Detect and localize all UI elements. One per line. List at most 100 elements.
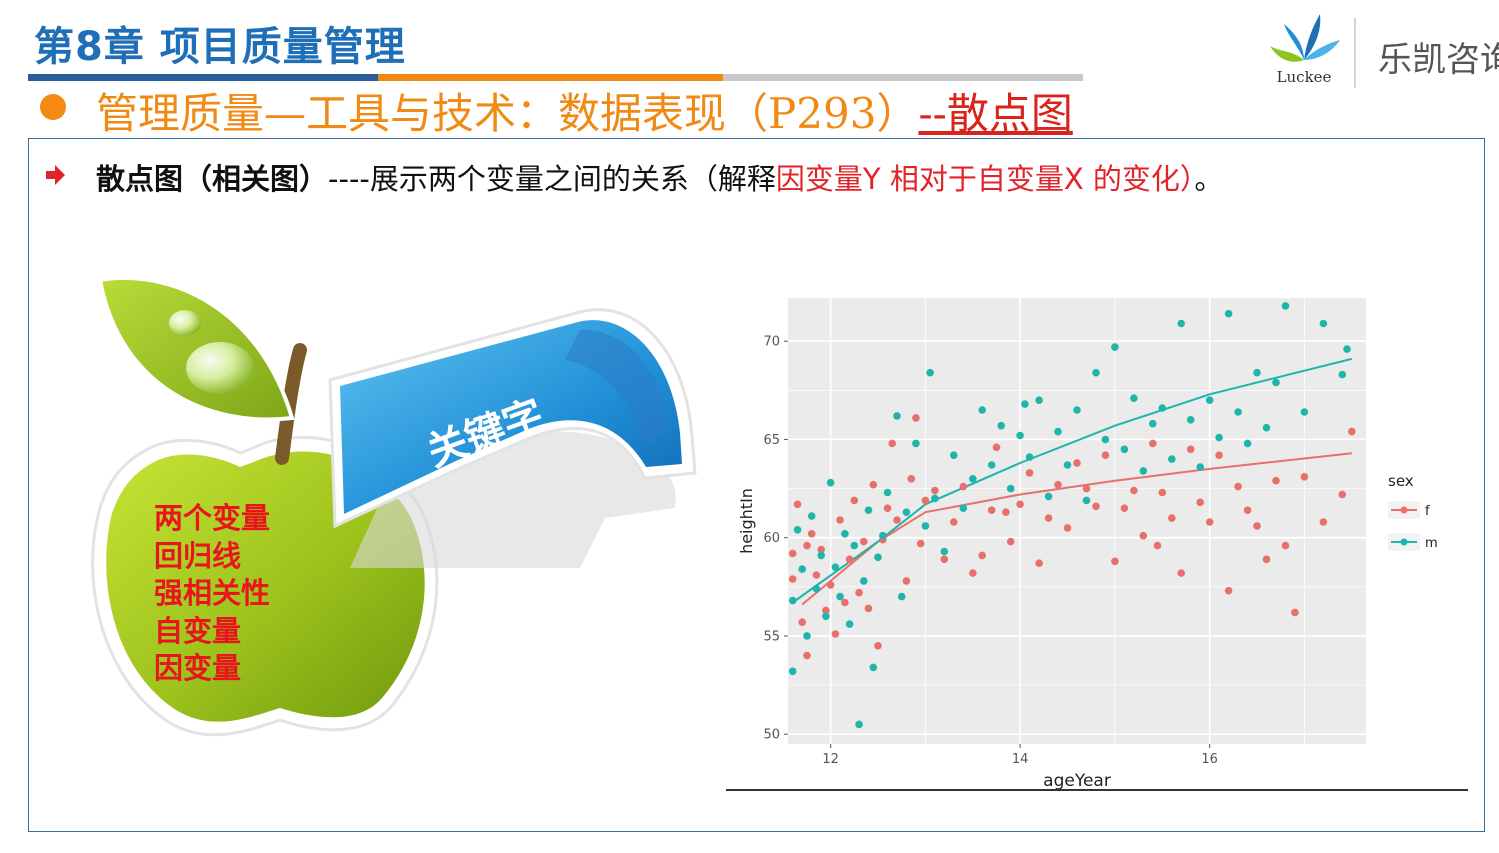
point-f bbox=[1130, 486, 1138, 495]
point-m bbox=[1021, 400, 1029, 408]
description-highlight: 因变量Y 相对于自变量X 的变化） bbox=[775, 162, 1195, 196]
y-tick-label: 50 bbox=[763, 728, 780, 743]
point-f bbox=[1101, 451, 1110, 459]
chart-legend: sex f m bbox=[1388, 472, 1438, 551]
plot-panel bbox=[788, 298, 1366, 744]
point-m bbox=[855, 720, 863, 729]
point-m bbox=[1343, 345, 1351, 353]
y-tick-label: 55 bbox=[763, 629, 780, 644]
point-f bbox=[798, 618, 806, 626]
point-f bbox=[921, 496, 930, 505]
brand-logo: Luckee bbox=[1270, 14, 1340, 86]
data-points bbox=[788, 302, 1356, 729]
description-end: 。 bbox=[1194, 162, 1224, 196]
content-panel bbox=[28, 138, 1485, 832]
point-f bbox=[1272, 476, 1280, 485]
legend-key-point bbox=[1400, 506, 1408, 514]
point-f bbox=[1082, 484, 1091, 493]
dash-separator: ---- bbox=[328, 162, 370, 196]
point-f bbox=[860, 537, 868, 546]
point-f bbox=[793, 500, 802, 509]
point-m bbox=[1281, 302, 1290, 310]
point-m bbox=[940, 547, 949, 556]
point-m bbox=[978, 406, 986, 414]
point-m bbox=[1054, 427, 1062, 436]
point-f bbox=[978, 551, 986, 560]
point-f bbox=[1177, 569, 1185, 577]
point-m bbox=[959, 504, 968, 512]
chapter-title: 第8章 项目质量管理 bbox=[34, 24, 406, 70]
point-f bbox=[1025, 469, 1034, 477]
point-m bbox=[1319, 319, 1328, 328]
y-tick-label: 65 bbox=[763, 433, 780, 448]
x-tick-label: 16 bbox=[1201, 752, 1218, 767]
point-f bbox=[831, 630, 840, 638]
point-f bbox=[822, 606, 830, 615]
point-m bbox=[788, 667, 797, 676]
legend-title: sex bbox=[1388, 472, 1414, 490]
point-m bbox=[1006, 484, 1015, 493]
point-f bbox=[1205, 518, 1214, 526]
point-f bbox=[1016, 500, 1024, 509]
point-f bbox=[1120, 504, 1129, 512]
point-m bbox=[931, 494, 939, 503]
y-axis-label: heightIn bbox=[737, 488, 756, 554]
point-f bbox=[1262, 555, 1271, 564]
x-tick-label: 12 bbox=[822, 752, 839, 767]
point-m bbox=[831, 563, 840, 571]
point-f bbox=[1338, 490, 1347, 499]
point-f bbox=[788, 575, 797, 583]
point-f bbox=[1044, 514, 1053, 522]
point-f bbox=[1139, 531, 1148, 540]
y-tick-label: 60 bbox=[763, 531, 780, 546]
point-m bbox=[1177, 319, 1185, 328]
point-m bbox=[788, 596, 797, 605]
section-subtitle: 管理质量—工具与技术：数据表现（P293）--散点图 bbox=[96, 80, 1073, 141]
y-tick-label: 70 bbox=[763, 335, 780, 350]
point-m bbox=[1186, 416, 1195, 424]
point-f bbox=[888, 439, 896, 448]
point-m bbox=[902, 508, 911, 516]
point-f bbox=[812, 571, 821, 579]
point-f bbox=[788, 549, 797, 558]
point-f bbox=[869, 480, 878, 489]
point-f bbox=[1111, 557, 1119, 566]
point-m bbox=[997, 421, 1005, 430]
point-f bbox=[803, 651, 811, 660]
arrow-bullet-icon bbox=[46, 165, 65, 185]
point-f bbox=[1186, 445, 1195, 454]
point-f bbox=[1153, 541, 1162, 550]
point-m bbox=[1035, 396, 1043, 404]
point-m bbox=[1111, 343, 1119, 351]
brand-name: 乐凯咨询 bbox=[1378, 40, 1499, 80]
point-f bbox=[1281, 541, 1290, 550]
point-m bbox=[879, 531, 887, 540]
point-f bbox=[1158, 488, 1167, 497]
keyword-item: 两个变量 bbox=[154, 501, 271, 535]
trend-lines bbox=[792, 357, 1353, 606]
point-f bbox=[883, 504, 892, 512]
point-m bbox=[926, 368, 934, 377]
point-f bbox=[864, 604, 873, 613]
point-f bbox=[950, 518, 958, 526]
point-m bbox=[798, 565, 806, 573]
point-f bbox=[1253, 522, 1261, 530]
point-m bbox=[803, 632, 811, 640]
point-m bbox=[869, 663, 878, 672]
point-m bbox=[1016, 431, 1024, 440]
keyword-item: 回归线 bbox=[154, 538, 242, 573]
point-m bbox=[817, 551, 825, 560]
title-underline-bar bbox=[28, 74, 1083, 81]
point-m bbox=[912, 439, 920, 448]
point-f bbox=[907, 475, 915, 483]
point-m bbox=[1168, 455, 1176, 463]
point-f bbox=[1063, 524, 1072, 532]
point-f bbox=[1243, 506, 1252, 514]
keyword-item: 因变量 bbox=[154, 651, 242, 685]
apple-keyword-illustration: 关键字 bbox=[91, 275, 697, 737]
brand-divider bbox=[1354, 18, 1356, 88]
x-axis-label: ageYear bbox=[1043, 771, 1111, 791]
point-f bbox=[1002, 508, 1010, 516]
point-m bbox=[1073, 406, 1081, 414]
logo-text: Luckee bbox=[1277, 68, 1332, 86]
